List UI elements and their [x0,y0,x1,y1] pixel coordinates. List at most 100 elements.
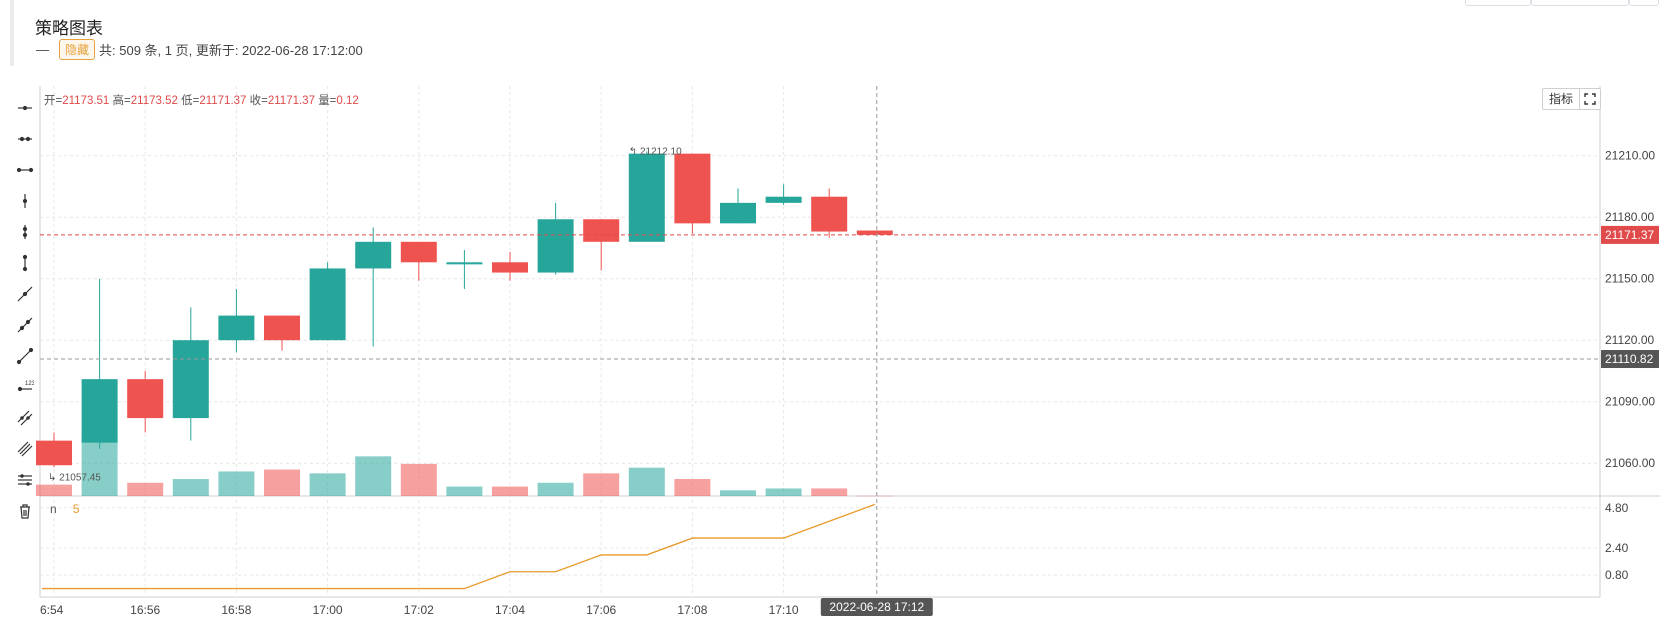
high-label: 高= [112,95,131,107]
x-tick-label: 17:02 [404,603,434,617]
drawing-toolbar: 123 [10,92,40,526]
price-line-icon[interactable]: 123 [10,371,40,402]
last-price-tag [1601,225,1659,244]
volume-label: 量= [318,95,337,107]
open-value: 21173.51 [62,95,110,107]
low-value: 21171.37 [199,95,247,107]
indicator-button[interactable]: 指标 [1543,89,1581,109]
sub-y-tick-label: 2.40 [1605,541,1629,555]
vertical-ray-icon[interactable] [10,216,40,247]
candle-body [492,262,528,273]
close-label: 收= [249,95,268,107]
indicator-name: n [50,502,57,516]
ohlc-legend: 开=21173.51 高=21173.52 低=21171.37 收=21171… [44,92,359,108]
candle-body [720,202,756,224]
volume-bar [720,490,756,496]
indicator-line [42,503,876,590]
candle-body [674,153,711,224]
volume-bar [127,482,164,496]
x-tick-label: 6:54 [40,603,64,617]
trend-line-icon[interactable] [10,278,40,309]
candle-body [537,219,574,273]
volume-bar [309,473,346,496]
page-title: 策略图表 [35,19,103,38]
volume-bar [765,488,802,496]
fibonacci-icon[interactable] [10,433,40,464]
candle-body [400,241,437,263]
indicator-controls: 指标 [1542,88,1602,110]
vertical-segment-icon[interactable] [10,247,40,278]
chart-header: 策略图表 — 隐藏 共: 509 条, 1 页, 更新于: 2022-06-28… [10,0,1664,66]
candle-body [811,196,848,232]
volume-bar [264,469,300,496]
y-tick-label: 21060.00 [1605,456,1655,470]
candle-body [856,230,893,235]
volume-bar [218,471,255,496]
last-price-label: 21171.37 [1605,228,1654,242]
candle-body [172,340,209,419]
volume-bar [583,473,620,496]
candle-body [218,315,255,341]
vertical-line-icon[interactable] [10,185,40,216]
candle-body [81,379,118,443]
top-button-group [1465,0,1659,6]
x-tick-label: 16:56 [130,603,160,617]
candle-body [628,153,665,242]
volume-bar [172,479,209,496]
volume-bar [400,463,437,496]
delete-icon[interactable] [10,495,40,526]
candle-body [765,196,802,203]
volume-bar [355,456,392,496]
candle-body [264,315,300,341]
x-tick-label: 17:04 [495,603,525,617]
volume-bar [446,486,483,496]
top-button-left[interactable] [1465,0,1531,6]
fullscreen-icon[interactable] [1580,89,1600,109]
x-tick-label: 17:08 [677,603,707,617]
volume-bar [537,482,574,496]
collapse-toggle[interactable]: — [36,42,49,57]
record-info: 共: 509 条, 1 页, 更新于: 2022-06-28 17:12:00 [99,43,363,58]
volume-bar [856,495,893,497]
horizontal-line-icon[interactable] [10,92,40,123]
parallel-channel-icon[interactable] [10,402,40,433]
crosshair-time-tag [820,598,933,616]
price-channel-icon[interactable] [10,464,40,495]
close-value: 21171.37 [267,95,315,107]
x-tick-label: 16:58 [221,603,251,617]
trend-segment-icon[interactable] [10,340,40,371]
sub-y-tick-label: 0.80 [1605,568,1629,582]
volume-bar [811,488,848,496]
hide-tag-button[interactable]: 隐藏 [59,39,96,60]
volume-bar [492,486,528,496]
sub-y-tick-label: 4.80 [1605,501,1629,515]
top-button-middle[interactable] [1531,0,1629,6]
top-button-right[interactable] [1629,0,1659,6]
volume-bar [674,479,711,496]
trend-ray-icon[interactable] [10,309,40,340]
y-tick-label: 21150.00 [1605,272,1654,286]
horizontal-segment-icon[interactable] [10,154,40,185]
y-tick-label: 21090.00 [1605,395,1655,409]
candle-body [127,379,164,419]
candle-body [583,219,620,242]
high-value: 21173.52 [130,95,178,107]
volume-bar [36,484,72,496]
crosshair-time-label: 2022-06-28 17:12 [829,600,924,614]
candle-body [355,241,392,269]
volume-value: 0.12 [336,95,359,107]
indicator-value: 5 [72,502,80,516]
low-label: 低= [181,95,200,107]
crosshair-price-tag [1601,350,1659,369]
y-tick-label: 21120.00 [1605,333,1654,347]
x-tick-label: 17:00 [313,603,343,617]
x-tick-label: 17:06 [586,603,616,617]
x-tick-label: 17:10 [769,603,799,617]
horizontal-ray-icon[interactable] [10,123,40,154]
open-label: 开= [44,95,63,107]
y-tick-label: 21180.00 [1605,210,1654,224]
volume-bar [628,467,665,496]
y-tick-label: 21210.00 [1605,149,1655,163]
